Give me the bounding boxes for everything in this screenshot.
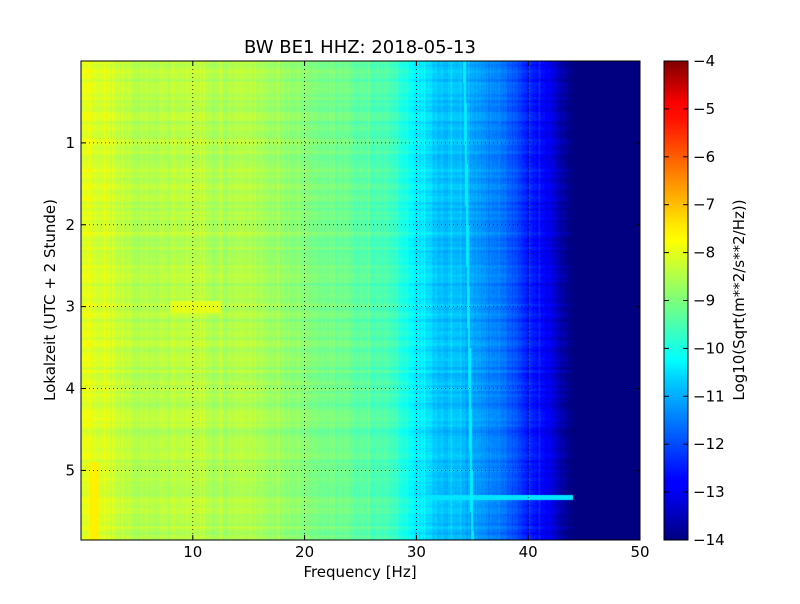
heatmap-image xyxy=(81,61,640,540)
colorbar-tick-label: −9 xyxy=(693,292,715,310)
colorbar-ticks: −4 −5 −6 −7 −8 −9 −10 −11 −12 −13 −14 xyxy=(664,52,725,549)
y-tick-label: 2 xyxy=(65,216,75,234)
colorbar-tick-label: −5 xyxy=(693,100,715,118)
chart-title: BW BE1 HHZ: 2018-05-13 xyxy=(244,37,476,58)
colorbar-tick-label: −13 xyxy=(693,483,725,501)
colorbar-tick-label: −4 xyxy=(693,52,715,70)
colorbar-tick-label: −7 xyxy=(693,196,715,214)
x-tick-label: 20 xyxy=(295,543,314,561)
x-tick-label: 50 xyxy=(630,543,649,561)
colorbar-tick-label: −12 xyxy=(693,435,725,453)
x-tick-label: 40 xyxy=(519,543,538,561)
colorbar-tick-label: −11 xyxy=(693,387,725,405)
colorbar-tick-label: −10 xyxy=(693,339,725,357)
y-axis-label: Lokalzeit (UTC + 2 Stunde) xyxy=(41,199,59,401)
plot-area: 10 20 30 40 50 1 2 3 4 5 xyxy=(65,60,650,561)
y-tick-label: 3 xyxy=(65,298,75,316)
plot-frame xyxy=(80,60,641,541)
x-axis-label: Frequency [Hz] xyxy=(303,563,416,581)
x-axis-ticks: 10 20 30 40 50 xyxy=(183,61,650,561)
colorbar-label: Log10(Sqrt(m**2/s**2/Hz)) xyxy=(730,199,748,400)
colorbar-tick-label: −6 xyxy=(693,148,715,166)
x-tick-label: 30 xyxy=(407,543,426,561)
colorbar-tick-label: −8 xyxy=(693,244,715,262)
x-tick-label: 10 xyxy=(183,543,202,561)
y-tick-label: 4 xyxy=(65,380,75,398)
heatmap-canvas-wrap xyxy=(81,61,640,540)
y-tick-label: 5 xyxy=(65,461,75,479)
y-tick-label: 1 xyxy=(65,134,75,152)
colorbar: −4 −5 −6 −7 −8 −9 −10 −11 −12 −13 −14 Log10(Sqrt(m… xyxy=(663,52,748,549)
y-axis-ticks: 1 2 3 4 5 xyxy=(65,134,640,479)
colorbar-tick-label: −14 xyxy=(693,531,725,549)
